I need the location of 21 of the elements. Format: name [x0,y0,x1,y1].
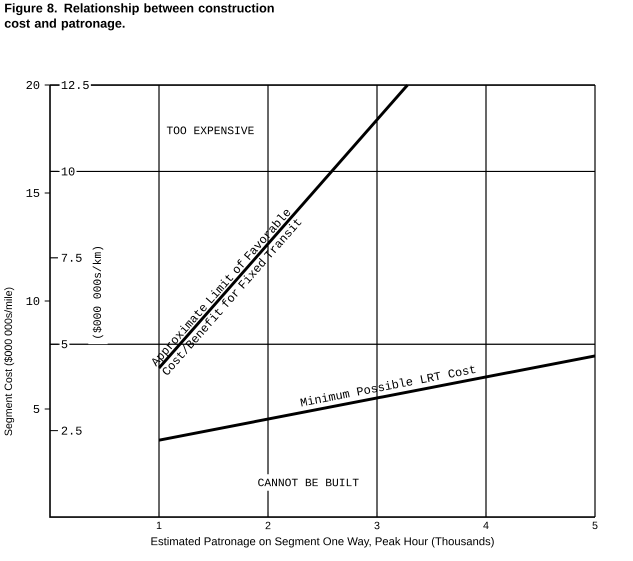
annotation: TOO EXPENSIVE [166,126,254,134]
y2-tick-label: 12.5 [62,80,89,90]
y2-tick-label: 5 [62,340,68,348]
y-tick-label: 15 [26,189,40,198]
y-tick-label: 20 [26,80,40,90]
text: Minimum Possible LRT Cost [300,366,476,406]
x-tick-label: 1 [156,522,162,529]
y2-axis-title: ($000 000s/km) [92,246,104,338]
y-axis-title: Segment Cost ($000 000s/mile) [4,288,14,436]
y-tick-label: 10 [26,296,40,306]
y2-tick-label: 2.5 [62,426,82,435]
annotation: CANNOT BE BUILT [258,478,359,486]
x-axis-title: Estimated Patronage on Segment One Way, Peak Hour (Thousands) [151,536,494,548]
y2-tick-label: 7.5 [62,254,82,262]
x-tick-label: 3 [374,522,380,530]
x-tick-label: 2 [266,522,270,530]
chart-title: Figure 8. Relationship between construction cost and patronage. [4,3,274,30]
y-tick-label: 5 [34,405,40,414]
x-tick-label: 5 [592,522,598,530]
y2-tick-label: 10 [62,167,74,176]
x-tick-label: 4 [483,522,489,529]
